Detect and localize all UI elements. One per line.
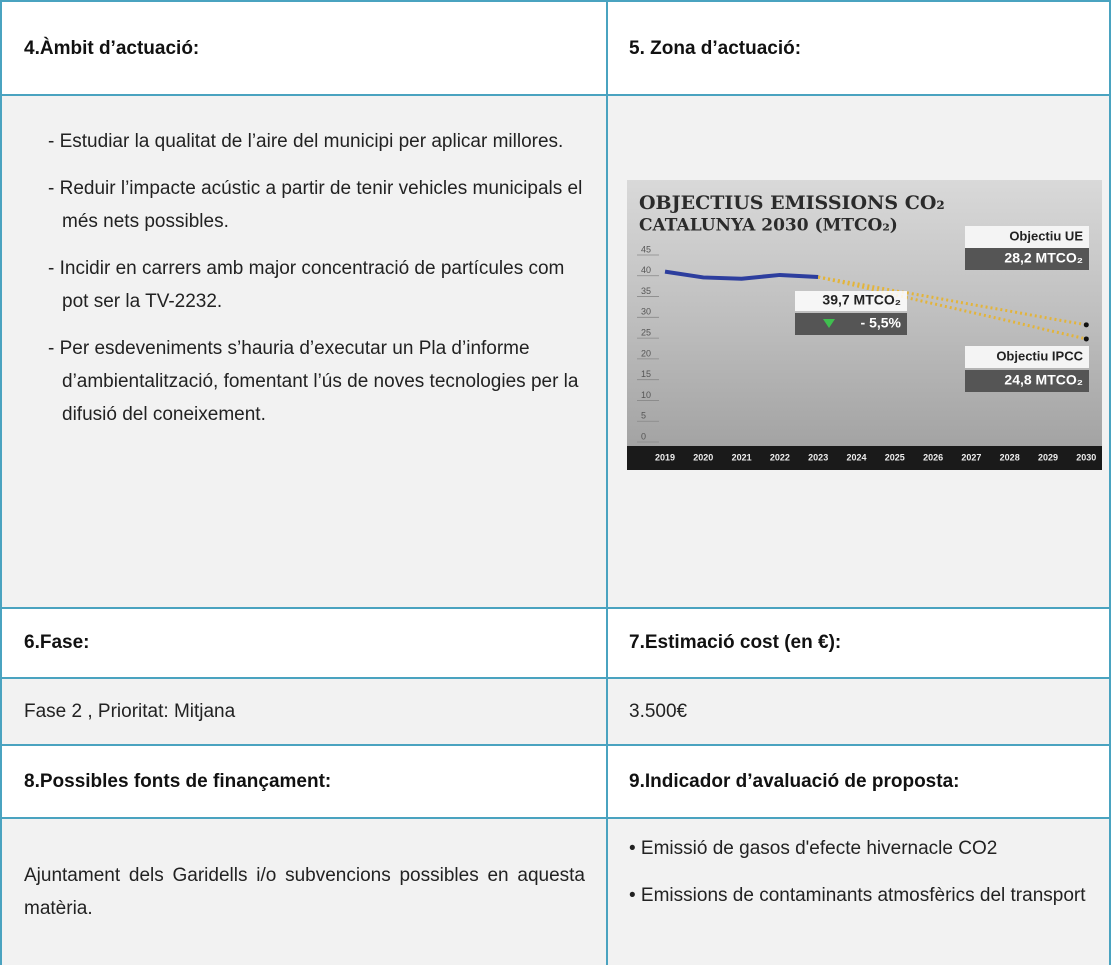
indicator-item: • Emissió de gasos d'efecte hivernacle C… xyxy=(629,838,998,859)
chart-subtitle: CATALUNYA 2030 (MTCO₂) xyxy=(639,216,898,236)
annotation: 24,8 MTCO₂ xyxy=(1004,372,1083,388)
scope-list: - Estudiar la qualitat de l’aire del mun… xyxy=(2,95,607,608)
border xyxy=(0,817,1111,819)
border xyxy=(0,677,1111,679)
x-tick-label: 2027 xyxy=(961,452,981,462)
series-line xyxy=(817,275,1087,341)
x-tick-label: 2024 xyxy=(846,452,866,462)
x-tick-label: 2030 xyxy=(1076,452,1096,462)
annotation: 28,2 MTCO₂ xyxy=(1004,250,1083,266)
emissions-chart: OBJECTIUS EMISSIONS CO₂ CATALUNYA 2030 (… xyxy=(627,180,1102,470)
series-line xyxy=(817,275,1087,327)
x-tick-label: 2026 xyxy=(923,452,943,462)
border xyxy=(0,94,1111,96)
border xyxy=(0,0,1111,2)
scope-item: - Incidir en carrers amb major concentra… xyxy=(48,258,565,312)
annotation-box xyxy=(965,248,1089,270)
series-label-box xyxy=(965,346,1089,368)
annotation: 39,7 MTCO₂ xyxy=(822,292,901,308)
scope-item: - Per esdeveniments s’hauria d’executar … xyxy=(48,338,579,425)
chart-title: OBJECTIUS EMISSIONS CO₂ xyxy=(639,192,945,214)
y-tick-label: 0 xyxy=(641,431,646,441)
cost-header: 7.Estimació cost (en €): xyxy=(607,608,1110,678)
end-point xyxy=(1083,322,1089,328)
phase-header: 6.Fase: xyxy=(2,608,607,678)
series-line xyxy=(664,269,819,281)
x-tick-label: 2019 xyxy=(655,452,675,462)
series-label-box xyxy=(965,226,1089,248)
indicator-header: 9.Indicador d’avaluació de proposta: xyxy=(607,745,1110,818)
y-tick-label: 40 xyxy=(641,265,651,275)
series-label: Objectiu UE xyxy=(1009,228,1083,243)
x-tick-label: 2023 xyxy=(808,452,828,462)
funding: Ajuntament dels Garidells i/o subvencion… xyxy=(24,864,585,919)
scope-item: - Reduir l’impacte acústic a partir de t… xyxy=(48,178,583,232)
border xyxy=(0,607,1111,609)
annotation-box xyxy=(795,291,907,311)
scope-header: 4.Àmbit d’actuació: xyxy=(2,2,607,95)
zone-header: 5. Zona d’actuació: xyxy=(607,2,1110,95)
annotation-box xyxy=(965,370,1089,392)
y-tick-label: 45 xyxy=(641,244,651,254)
x-tick-label: 2029 xyxy=(1038,452,1058,462)
y-tick-label: 10 xyxy=(641,390,651,400)
x-tick-label: 2028 xyxy=(1000,452,1020,462)
y-tick-label: 25 xyxy=(641,327,651,337)
end-point xyxy=(1083,336,1089,342)
x-tick-label: 2022 xyxy=(770,452,790,462)
scope-item: - Estudiar la qualitat de l’aire del mun… xyxy=(48,131,564,152)
indicator-list: • Emissió de gasos d'efecte hivernacle C… xyxy=(607,818,1110,965)
border xyxy=(0,0,2,965)
annotation-box xyxy=(795,313,907,335)
phase: Fase 2 , Prioritat: Mitjana xyxy=(2,678,607,745)
y-tick-label: 20 xyxy=(641,348,651,358)
year-band xyxy=(627,446,1102,470)
y-tick-label: 15 xyxy=(641,369,651,379)
funding-header: 8.Possibles fonts de finançament: xyxy=(2,745,607,818)
down-arrow xyxy=(823,319,835,328)
x-tick-label: 2021 xyxy=(732,452,752,462)
border xyxy=(606,0,608,965)
series-label: Objectiu IPCC xyxy=(996,348,1083,363)
y-tick-label: 30 xyxy=(641,307,651,317)
y-tick-label: 5 xyxy=(641,411,646,421)
border xyxy=(0,744,1111,746)
y-tick-label: 35 xyxy=(641,286,651,296)
annotation: - 5,5% xyxy=(861,315,902,331)
cost: 3.500€ xyxy=(607,678,1110,745)
x-tick-label: 2025 xyxy=(885,452,905,462)
x-tick-label: 2020 xyxy=(693,452,713,462)
border xyxy=(1109,0,1111,965)
indicator-item: • Emissions de contaminants atmosfèrics … xyxy=(629,885,1086,906)
